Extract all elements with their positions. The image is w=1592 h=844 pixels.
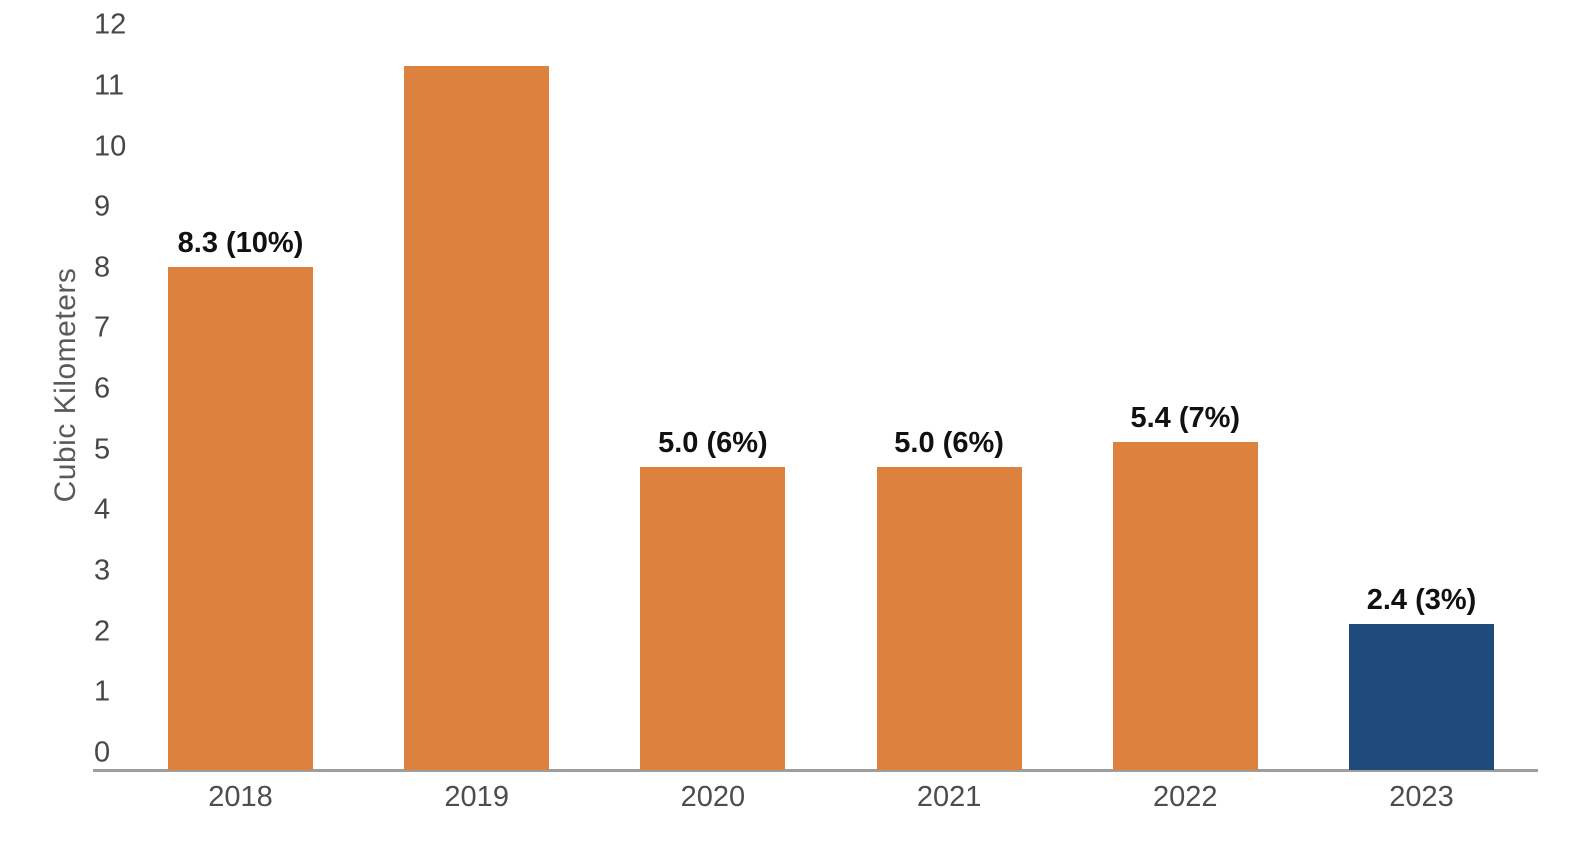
x-tick-label-2018: 2018: [208, 781, 273, 813]
bar-2018[interactable]: [168, 266, 313, 770]
bar-2020[interactable]: [640, 466, 786, 770]
y-tick-label-2: 2: [94, 615, 111, 648]
bar-value-label-2020: 5.0 (6%): [658, 426, 768, 459]
y-tick-label-7: 7: [94, 311, 111, 344]
y-tick-label-8: 8: [94, 251, 111, 284]
x-tick-label-2021: 2021: [916, 781, 982, 813]
bar-value-label-2021: 5.0 (6%): [894, 426, 1004, 459]
x-tick-label-2019: 2019: [444, 781, 509, 813]
bar-value-label-2023: 2.4 (3%): [1366, 584, 1477, 617]
bar-value-label-2022: 5.4 (7%): [1130, 402, 1241, 435]
bar-2021[interactable]: [876, 466, 1022, 770]
y-tick-label-9: 9: [94, 190, 111, 223]
y-tick-label-3: 3: [94, 554, 111, 587]
y-tick-label-4: 4: [94, 493, 111, 526]
y-tick-label-5: 5: [94, 433, 111, 466]
bar-2023[interactable]: [1349, 624, 1494, 770]
y-tick-label-6: 6: [94, 372, 111, 405]
y-tick-label-1: 1: [94, 675, 111, 708]
y-tick-label-12: 12: [94, 8, 127, 41]
bar-2019[interactable]: [404, 66, 550, 770]
x-tick-label-2020: 2020: [680, 781, 746, 813]
x-tick-label-2022: 2022: [1153, 781, 1218, 813]
y-tick-label-10: 10: [94, 130, 127, 162]
y-tick-label-0: 0: [94, 736, 111, 769]
x-axis-line: [93, 769, 1538, 772]
bar-value-label-2018: 8.3 (10%): [177, 226, 304, 259]
bar-2022[interactable]: [1112, 442, 1258, 770]
x-tick-label-2023: 2023: [1389, 781, 1454, 813]
y-tick-label-11: 11: [94, 69, 125, 102]
y-axis-title: Cubic Kilometers: [49, 267, 82, 503]
